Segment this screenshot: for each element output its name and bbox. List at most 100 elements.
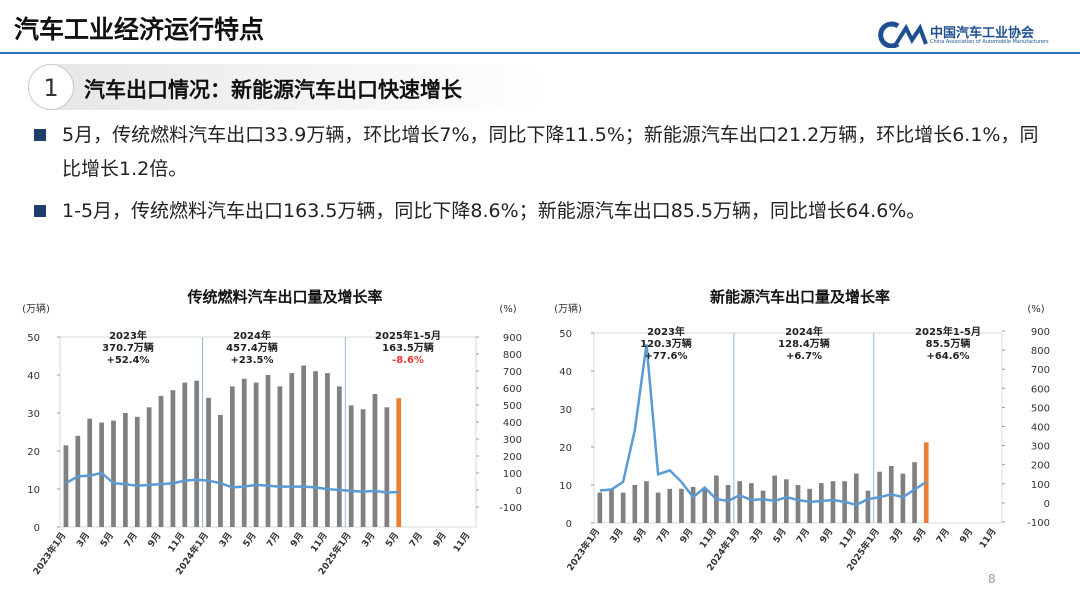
annotation: 163.5万辆 bbox=[382, 341, 434, 354]
bar bbox=[830, 481, 836, 523]
annotation: +23.5% bbox=[230, 355, 273, 366]
bar bbox=[609, 488, 614, 523]
y2-tick-label: 600 bbox=[1031, 384, 1050, 395]
y2-tick-label: 200 bbox=[503, 452, 522, 463]
y2-tick-label: 600 bbox=[503, 384, 522, 395]
annotation: 128.4万辆 bbox=[778, 337, 830, 350]
annotation: 85.5万辆 bbox=[926, 337, 971, 350]
section-banner: 1 汽车出口情况：新能源汽车出口快速增长 bbox=[28, 64, 548, 110]
growth-line bbox=[65, 471, 399, 494]
x-tick-label: 3月 bbox=[74, 530, 92, 549]
bar bbox=[644, 481, 649, 523]
y-tick-label: 40 bbox=[559, 367, 572, 378]
x-tick-label: 7月 bbox=[265, 530, 283, 549]
page-number: 8 bbox=[988, 572, 996, 586]
bar bbox=[241, 378, 247, 527]
bar bbox=[853, 473, 859, 523]
y2-tick-label: 700 bbox=[503, 367, 522, 378]
x-tick-label: 3月 bbox=[360, 530, 378, 549]
logo-mark bbox=[878, 21, 928, 49]
y-axis-label: (万辆) bbox=[554, 302, 582, 315]
annotation: 2024年 bbox=[233, 329, 271, 342]
annotation: 2025年1-5月 bbox=[915, 325, 981, 338]
x-tick-label: 5月 bbox=[771, 526, 789, 545]
annotation: +64.6% bbox=[926, 351, 969, 362]
y2-tick-label: 500 bbox=[1031, 403, 1050, 414]
bar bbox=[229, 386, 235, 527]
x-tick-label: 9月 bbox=[678, 526, 696, 545]
x-tick-label: 5月 bbox=[241, 530, 259, 549]
y2-tick-label: 700 bbox=[1031, 365, 1050, 376]
annotation: 2023年 bbox=[109, 329, 147, 342]
annotation: 2024年 bbox=[785, 325, 823, 338]
chart-title: 新能源汽车出口量及增长率 bbox=[710, 288, 890, 306]
bar bbox=[360, 409, 366, 527]
annotation: +6.7% bbox=[786, 351, 822, 362]
x-tick-label: 3月 bbox=[748, 526, 766, 545]
x-tick-label: 5月 bbox=[98, 530, 116, 549]
bar bbox=[170, 390, 176, 527]
bar bbox=[134, 416, 140, 527]
x-tick-label: 5月 bbox=[383, 530, 401, 549]
bar bbox=[818, 483, 824, 523]
bar bbox=[702, 488, 708, 523]
x-tick-label: 5月 bbox=[631, 526, 649, 545]
y2-tick-label: 500 bbox=[503, 401, 522, 412]
logo-subtext: China Association of Automobile Manufact… bbox=[930, 39, 1049, 45]
y-axis-label: (万辆) bbox=[22, 302, 50, 315]
bar bbox=[384, 407, 390, 527]
bar bbox=[122, 413, 128, 527]
x-tick-label: 11月 bbox=[166, 530, 187, 554]
x-tick-label: 9月 bbox=[288, 530, 306, 549]
bar bbox=[194, 380, 200, 527]
bar bbox=[75, 435, 81, 527]
logo-text: 中国汽车工业协会 bbox=[930, 26, 1035, 41]
bar bbox=[737, 481, 743, 523]
x-tick-label: 7月 bbox=[407, 530, 425, 549]
growth-line bbox=[599, 344, 927, 507]
bar bbox=[253, 382, 259, 527]
x-tick-label: 9月 bbox=[431, 530, 449, 549]
bullet: 1-5月，传统燃料汽车出口163.5万辆，同比下降8.6%；新能源汽车出口85.… bbox=[34, 194, 1054, 228]
bar bbox=[620, 492, 626, 523]
bar bbox=[655, 492, 661, 523]
bar bbox=[277, 386, 283, 527]
section-title: 汽车出口情况：新能源汽车出口快速增长 bbox=[84, 78, 462, 102]
x-tick-label: 9月 bbox=[958, 526, 976, 545]
bar bbox=[111, 420, 116, 527]
annotation: -8.6% bbox=[392, 355, 424, 366]
bar bbox=[784, 479, 789, 523]
bar bbox=[206, 397, 211, 527]
bar bbox=[807, 488, 812, 523]
bar bbox=[301, 365, 307, 527]
bar bbox=[182, 382, 188, 527]
annotation: +77.6% bbox=[644, 351, 687, 362]
y2-tick-label: 400 bbox=[1031, 423, 1050, 434]
bar bbox=[725, 485, 731, 523]
bar bbox=[597, 492, 603, 523]
y2-tick-label: -100 bbox=[499, 503, 522, 514]
annotation: 2023年 bbox=[647, 325, 685, 338]
section-number: 1 bbox=[28, 64, 74, 110]
annotation: 370.7万辆 bbox=[102, 341, 154, 354]
bar bbox=[265, 375, 271, 527]
x-tick-label: 11月 bbox=[451, 530, 472, 554]
bar bbox=[87, 418, 93, 527]
x-tick-label: 11月 bbox=[697, 526, 718, 550]
bar bbox=[158, 395, 164, 527]
y2-tick-label: 200 bbox=[1031, 461, 1050, 472]
y2-tick-label: 400 bbox=[503, 418, 522, 429]
y2-tick-label: 100 bbox=[1031, 480, 1050, 491]
y-tick-label: 30 bbox=[559, 405, 572, 416]
chart-title: 传统燃料汽车出口量及增长率 bbox=[186, 288, 382, 306]
y2-tick-label: 900 bbox=[1031, 327, 1050, 338]
bar bbox=[632, 485, 638, 523]
bar bbox=[63, 445, 69, 527]
bar bbox=[336, 386, 342, 527]
header-title: 汽车工业经济运行特点 bbox=[14, 15, 265, 44]
y-tick-label: 20 bbox=[559, 443, 572, 454]
y2-tick-label: 900 bbox=[503, 333, 522, 344]
header-rule bbox=[0, 52, 1080, 54]
y2-axis-label: (%) bbox=[499, 304, 516, 315]
